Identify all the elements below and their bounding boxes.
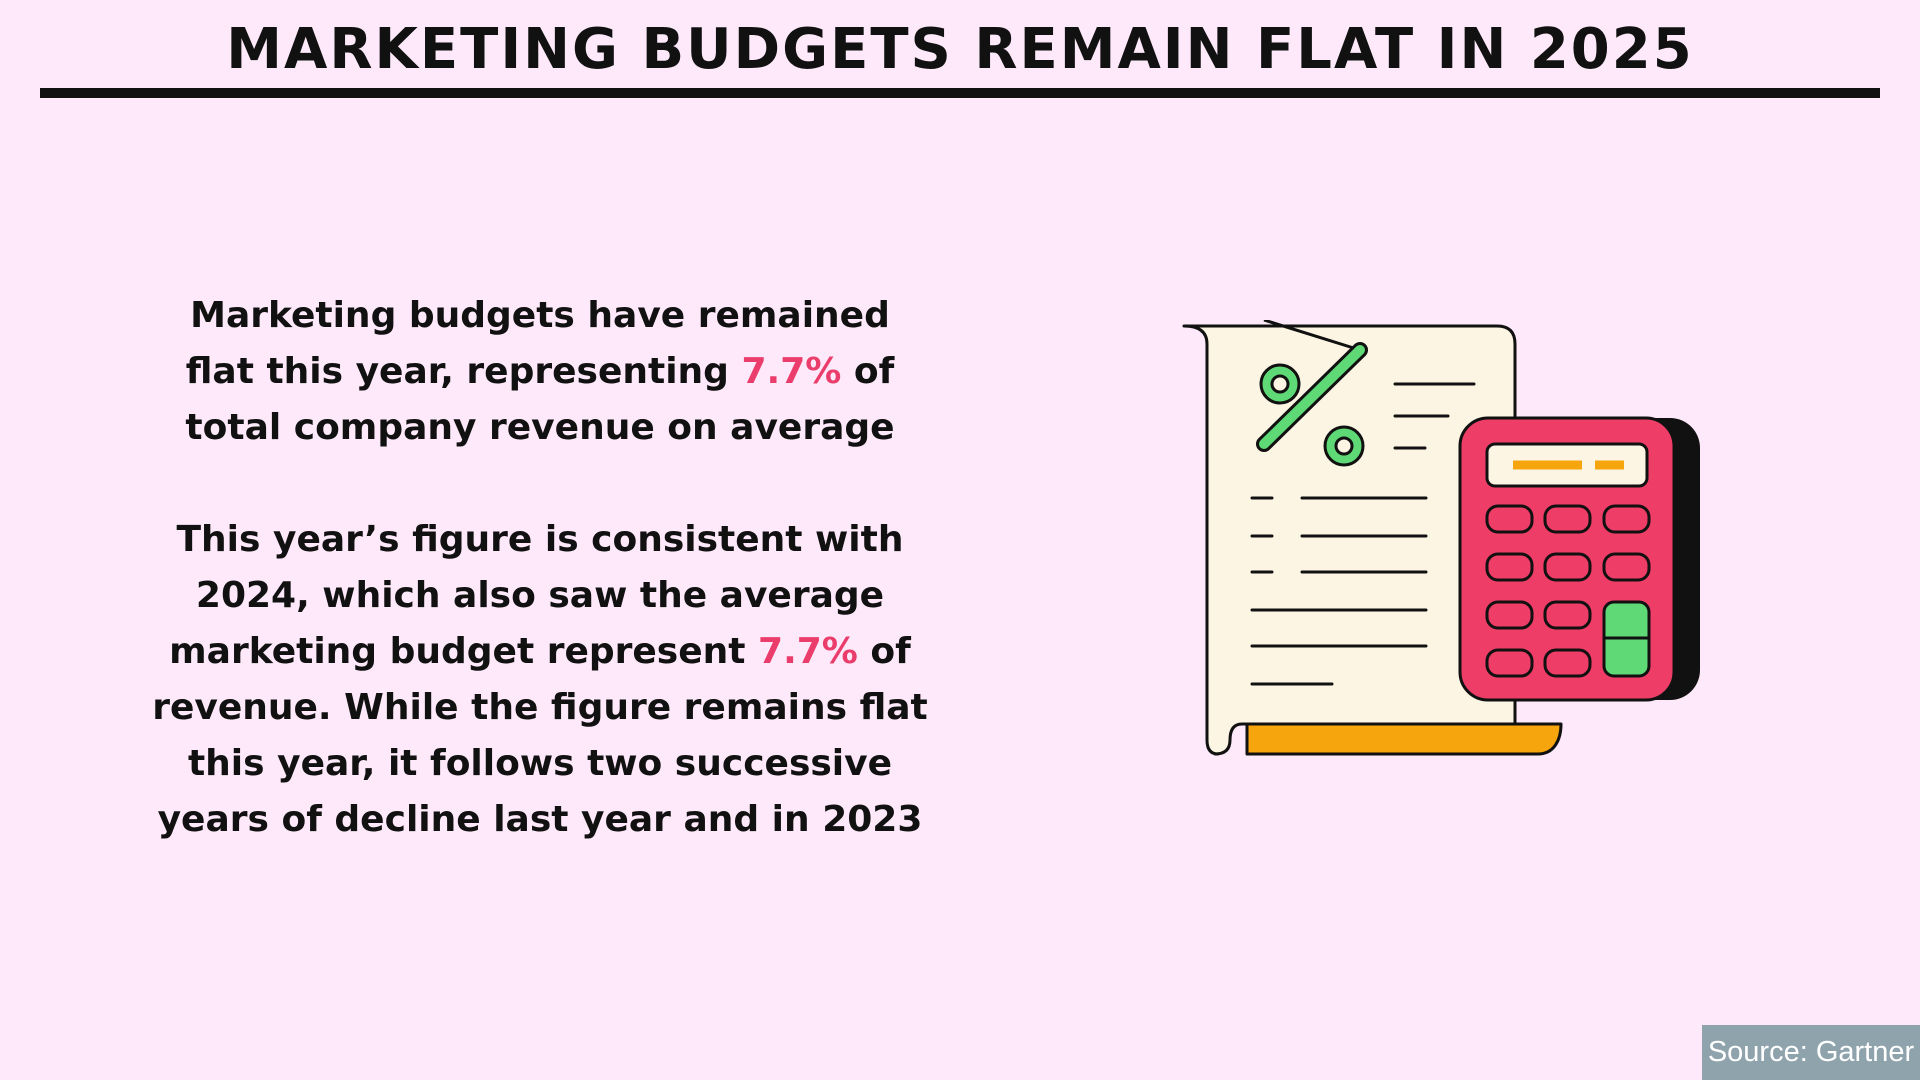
paragraph-budget-flat-text-end: of total company revenue on average bbox=[185, 351, 895, 448]
paragraph-consistent-text-start: This year’s figure is consistent with 20… bbox=[169, 519, 904, 672]
highlight-percentage: 7.7% bbox=[741, 351, 842, 392]
paragraph-budget-flat-text-start: Marketing budgets have remained flat thi… bbox=[185, 295, 890, 392]
calculator-icon bbox=[1458, 416, 1700, 702]
paragraph-consistent-text-end: of revenue. While the figure remains fla… bbox=[152, 631, 928, 840]
body-text: Marketing budgets have remained flat thi… bbox=[150, 288, 930, 848]
paragraph-budget-flat: Marketing budgets have remained flat thi… bbox=[150, 288, 930, 456]
receipt-and-calculator-icon bbox=[1182, 320, 1700, 756]
title-divider bbox=[40, 88, 1880, 98]
page-title: MARKETING BUDGETS REMAIN FLAT IN 2025 bbox=[226, 17, 1694, 82]
source-label: Source: Gartner bbox=[1702, 1025, 1920, 1080]
receipt-icon bbox=[1182, 320, 1563, 756]
highlight-percentage: 7.7% bbox=[758, 631, 858, 672]
paragraph-consistent-2024: This year’s figure is consistent with 20… bbox=[150, 512, 930, 848]
